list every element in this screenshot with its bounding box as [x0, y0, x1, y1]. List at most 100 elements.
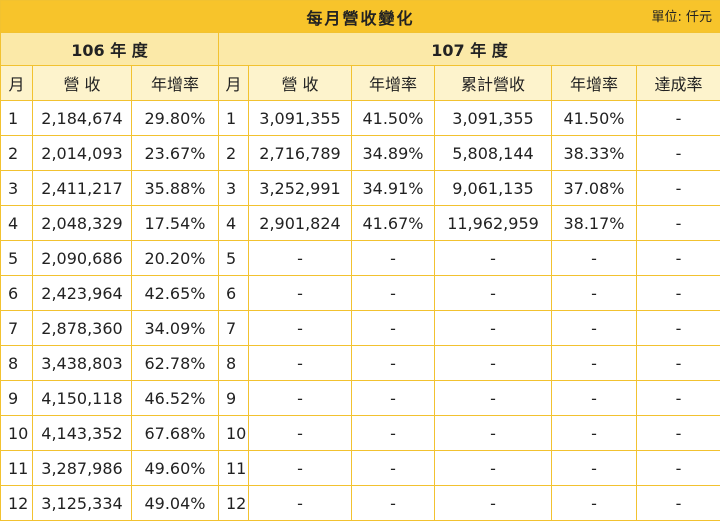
cell-yoy-106: 17.54% — [131, 205, 219, 241]
cell-cumulative-revenue: 9,061,135 — [434, 170, 552, 206]
cell-revenue-107: - — [248, 485, 352, 521]
cell-revenue-107: 3,252,991 — [248, 170, 352, 206]
cell-revenue-107: - — [248, 240, 352, 276]
cell-yoy-107: - — [351, 310, 435, 346]
cell-revenue-106: 2,878,360 — [32, 310, 132, 346]
cell-month-107: 2 — [218, 135, 249, 171]
cell-achievement-rate: - — [635, 100, 720, 136]
cell-yoy-107: - — [351, 345, 435, 381]
cell-revenue-106: 2,090,686 — [32, 240, 132, 276]
cell-cumulative-revenue: - — [434, 310, 552, 346]
cell-revenue-107: - — [248, 415, 352, 451]
year-107-header: 107 年 度 — [217, 32, 720, 66]
cell-yoy-106: 46.52% — [131, 380, 219, 416]
table-row: 8 3,438,803 62.78% 8- - - - - — [0, 345, 720, 381]
cell-cumulative-yoy: 41.50% — [551, 100, 637, 136]
cell-revenue-106: 2,423,964 — [32, 275, 132, 311]
cell-month-106: 9 — [0, 380, 33, 416]
cell-month-107: 7 — [218, 310, 249, 346]
cell-yoy-106: 20.20% — [131, 240, 219, 276]
cell-cumulative-revenue: - — [434, 450, 552, 486]
cell-achievement-rate: - — [635, 485, 720, 521]
cell-revenue-107: 3,091,355 — [248, 100, 352, 136]
cell-cumulative-revenue: 3,091,355 — [434, 100, 552, 136]
cell-achievement-rate: - — [635, 240, 720, 276]
cell-cumulative-revenue: - — [434, 415, 552, 451]
cell-month-106: 7 — [0, 310, 33, 346]
cell-achievement-rate: - — [635, 380, 720, 416]
cell-revenue-107: - — [248, 380, 352, 416]
cell-revenue-106: 3,125,334 — [32, 485, 132, 521]
cell-yoy-107: 41.67% — [351, 205, 435, 241]
cell-month-107: 11 — [218, 450, 249, 486]
cell-cumulative-yoy: 38.33% — [551, 135, 637, 171]
cell-cumulative-yoy: - — [551, 345, 637, 381]
cell-month-106: 4 — [0, 205, 33, 241]
cell-achievement-rate: - — [635, 450, 720, 486]
col-achievement-rate: 達成率 — [635, 65, 720, 101]
cell-achievement-rate: - — [635, 415, 720, 451]
cell-cumulative-yoy: - — [551, 415, 637, 451]
title-row: 每月營收變化 單位: 仟元 — [0, 0, 720, 33]
cell-cumulative-revenue: 11,962,959 — [434, 205, 552, 241]
table-row: 6 2,423,964 42.65% 6- - - - - — [0, 275, 720, 311]
col-yoy-106: 年增率 — [131, 65, 219, 101]
cell-yoy-106: 42.65% — [131, 275, 219, 311]
cell-month-107: 4 — [218, 205, 249, 241]
cell-achievement-rate: - — [635, 170, 720, 206]
cell-month-106: 3 — [0, 170, 33, 206]
cell-yoy-106: 49.60% — [131, 450, 219, 486]
col-cumulative-revenue: 累計營收 — [434, 65, 552, 101]
cell-cumulative-yoy: 38.17% — [551, 205, 637, 241]
table-row: 3 2,411,217 35.88% 3 3,252,991 34.91% 9,061,13… — [0, 170, 720, 206]
cell-revenue-107: - — [248, 345, 352, 381]
cell-yoy-107: - — [351, 485, 435, 521]
cell-yoy-106: 49.04% — [131, 485, 219, 521]
cell-cumulative-yoy: - — [551, 450, 637, 486]
cell-yoy-106: 34.09% — [131, 310, 219, 346]
cell-revenue-106: 2,184,674 — [32, 100, 132, 136]
col-month-106: 月 — [0, 65, 33, 101]
cell-yoy-107: - — [351, 415, 435, 451]
col-revenue-106: 營 收 — [32, 65, 132, 101]
cell-month-106: 1 — [0, 100, 33, 136]
column-header-row: 月 營 收 年增率 月 營 收 年增率 累計營收 年增率 達成率 — [0, 65, 720, 101]
cell-month-107: 6 — [218, 275, 249, 311]
cell-month-107: 8 — [218, 345, 249, 381]
cell-revenue-107: - — [248, 450, 352, 486]
table-row: 7 2,878,360 34.09% 7- - - - - — [0, 310, 720, 346]
cell-month-106: 5 — [0, 240, 33, 276]
col-cumulative-yoy: 年增率 — [551, 65, 637, 101]
cell-achievement-rate: - — [635, 275, 720, 311]
cell-cumulative-revenue: - — [434, 345, 552, 381]
year-header-row: 106 年 度 107 年 度 — [0, 32, 720, 66]
cell-revenue-107: 2,716,789 — [248, 135, 352, 171]
table-title: 每月營收變化 — [306, 8, 415, 28]
cell-cumulative-revenue: 5,808,144 — [434, 135, 552, 171]
table-row: 5 2,090,686 20.20% 5- - - - - — [0, 240, 720, 276]
table-row: 12 3,125,334 49.04% 12- - - - - — [0, 485, 720, 521]
cell-yoy-107: 41.50% — [351, 100, 435, 136]
cell-month-107: 10 — [218, 415, 249, 451]
cell-revenue-106: 3,287,986 — [32, 450, 132, 486]
year-106-header: 106 年 度 — [0, 32, 219, 66]
cell-month-107: 3 — [218, 170, 249, 206]
cell-cumulative-yoy: - — [551, 310, 637, 346]
cell-achievement-rate: - — [635, 205, 720, 241]
col-revenue-107: 營 收 — [248, 65, 352, 101]
cell-cumulative-yoy: - — [551, 275, 637, 311]
cell-month-106: 12 — [0, 485, 33, 521]
col-month-107: 月 — [218, 65, 249, 101]
table-row: 4 2,048,329 17.54% 4 2,901,824 41.67% 11,962,9… — [0, 205, 720, 241]
cell-month-107: 9 — [218, 380, 249, 416]
cell-revenue-106: 2,048,329 — [32, 205, 132, 241]
cell-month-107: 5 — [218, 240, 249, 276]
cell-cumulative-revenue: - — [434, 240, 552, 276]
cell-cumulative-yoy: - — [551, 380, 637, 416]
cell-revenue-107: - — [248, 310, 352, 346]
cell-revenue-106: 2,411,217 — [32, 170, 132, 206]
cell-month-106: 8 — [0, 345, 33, 381]
cell-month-107: 1 — [218, 100, 249, 136]
cell-month-106: 2 — [0, 135, 33, 171]
